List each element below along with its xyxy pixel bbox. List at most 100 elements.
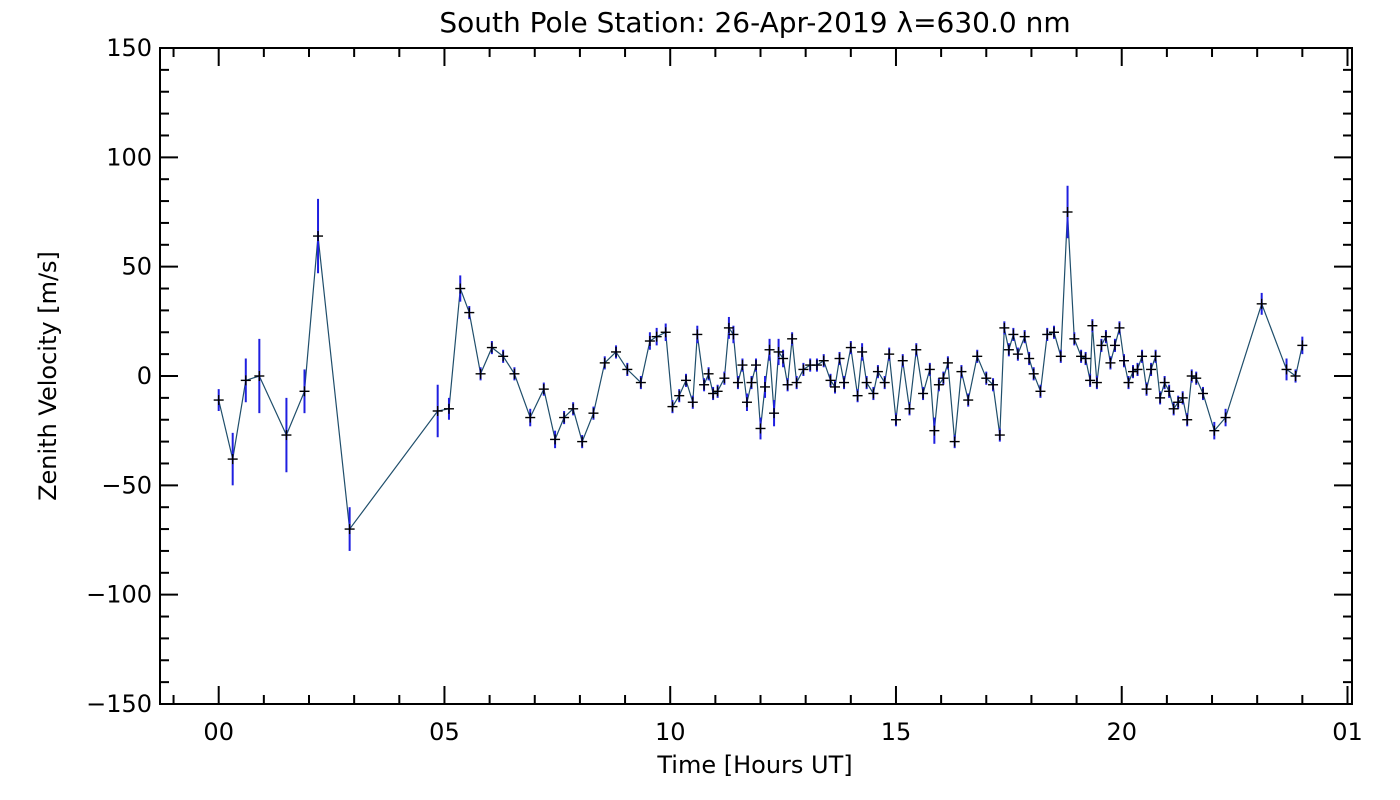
data-point-marker (1146, 364, 1157, 375)
data-point-marker (1186, 371, 1197, 381)
axis-ticks (160, 47, 1352, 705)
y-tick-label: −150 (86, 690, 152, 718)
data-point-marker (751, 360, 761, 371)
data-point-marker (942, 357, 953, 368)
data-point-marker (933, 379, 944, 390)
data-point-marker (660, 327, 671, 338)
data-point-marker (525, 412, 536, 423)
data-point-marker (674, 390, 685, 401)
data-point-marker (861, 377, 872, 388)
data-point-marker (455, 283, 466, 294)
data-point-marker (929, 425, 940, 436)
data-point-marker (550, 434, 561, 445)
data-point-marker (299, 386, 310, 397)
data-point-marker (773, 346, 784, 357)
data-point-marker (1042, 329, 1053, 340)
data-point-marker (568, 403, 579, 414)
data-point-marker (599, 357, 610, 368)
data-point-marker (622, 364, 633, 375)
y-tick-label: −100 (86, 581, 152, 609)
data-point-marker (577, 436, 588, 447)
data-point-marker (988, 379, 999, 390)
data-point-marker (708, 388, 719, 399)
chart-title: South Pole Station: 26-Apr-2019 λ=630.0 … (439, 6, 1070, 39)
data-point-marker (1155, 392, 1166, 403)
data-point-marker (1297, 340, 1308, 351)
data-point-marker (719, 373, 730, 384)
data-point-marker (798, 364, 809, 375)
data-point-marker (1141, 384, 1152, 395)
data-point-marker (834, 353, 845, 364)
series-line-group (218, 211, 1303, 531)
data-point-marker (712, 386, 723, 397)
data-point-marker (703, 368, 714, 379)
data-point-marker (728, 329, 739, 340)
data-point-marker (723, 322, 734, 333)
data-point-marker (1091, 377, 1102, 388)
data-point-marker (227, 454, 238, 465)
data-point-marker (611, 346, 622, 357)
data-point-marker (1062, 207, 1073, 217)
data-point-marker (1069, 333, 1080, 344)
data-point-marker (1191, 373, 1202, 384)
data-point-marker (1209, 425, 1220, 436)
y-tick-labels: −150 −100 −50 0 50 100 150 (86, 34, 152, 718)
data-point-marker (1220, 412, 1231, 423)
data-point-marker (1132, 364, 1143, 375)
data-point-marker (884, 349, 895, 360)
x-tick-label: 00 (203, 718, 234, 746)
data-point-marker (956, 366, 967, 377)
data-point-marker (1118, 355, 1129, 366)
data-point-marker (1100, 331, 1111, 342)
data-point-marker (760, 381, 771, 392)
data-point-marker (949, 436, 960, 447)
data-point-marker (1024, 353, 1035, 364)
data-point-marker (1137, 351, 1148, 362)
data-point-marker (852, 390, 863, 401)
data-point-marker (1123, 377, 1134, 388)
data-point-marker (890, 414, 901, 425)
x-tick-label: 01 (1332, 718, 1363, 746)
data-point-marker (845, 342, 856, 353)
y-axis-label: Zenith Velocity [m/s] (34, 251, 62, 501)
data-point-marker (764, 344, 775, 355)
data-point-marker (981, 373, 992, 384)
data-point-marker (904, 403, 915, 414)
data-point-marker (644, 336, 655, 347)
x-tick-labels: 00 05 10 15 20 01 (203, 718, 1362, 746)
data-point-marker (240, 375, 251, 386)
data-point-marker (1087, 320, 1098, 331)
data-point-marker (1035, 386, 1046, 397)
data-point-marker (811, 360, 822, 371)
data-point-marker (839, 377, 850, 388)
data-point-marker (830, 381, 841, 392)
data-point-marker (1019, 331, 1030, 342)
data-point-marker (1198, 388, 1208, 399)
x-tick-label: 05 (429, 718, 460, 746)
data-point-marker (692, 329, 703, 340)
data-point-marker (755, 423, 766, 434)
data-point-marker (994, 430, 1005, 441)
data-point-marker (651, 331, 662, 342)
data-point-marker (732, 377, 743, 388)
data-point-marker (1164, 386, 1175, 397)
data-point-marker (254, 371, 265, 381)
data-point-marker (938, 373, 949, 384)
data-point-marker (1281, 364, 1292, 375)
data-point-marker (897, 355, 908, 366)
data-point-marker (879, 377, 890, 388)
data-point-marker (498, 351, 509, 362)
x-tick-label: 10 (655, 718, 686, 746)
data-point-marker (509, 368, 520, 379)
data-point-marker (1076, 351, 1087, 362)
data-point-marker (1168, 403, 1179, 414)
data-point-marker (1177, 392, 1188, 403)
data-point-marker (667, 401, 678, 412)
data-point-marker (787, 333, 798, 344)
data-point-marker (857, 346, 868, 357)
data-point-marker (1028, 368, 1039, 379)
data-point-marker (464, 307, 475, 318)
data-point-marker (281, 430, 292, 441)
data-point-marker (635, 377, 646, 388)
data-point-marker (1055, 351, 1066, 362)
